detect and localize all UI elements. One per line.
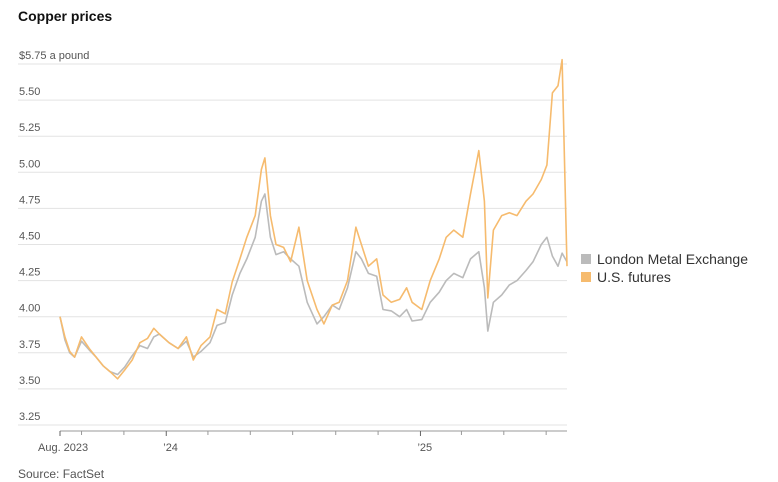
gridlines (18, 63, 567, 426)
y-tick-label: 4.25 (19, 267, 40, 279)
x-tick-label: ’24 (163, 442, 178, 454)
y-tick-label: 4.75 (19, 194, 40, 206)
y-tick-label: 4.50 (19, 231, 40, 243)
legend-swatch (581, 272, 591, 282)
legend-label: London Metal Exchange (597, 251, 748, 267)
series-line-us-futures (59, 58, 568, 380)
y-tick-label: 3.50 (19, 375, 40, 387)
y-tick-label: $5.75 a pound (19, 50, 89, 62)
y-tick-label: 5.25 (19, 122, 40, 134)
y-tick-label: 5.00 (19, 158, 40, 170)
series-line-lme (59, 193, 568, 376)
y-axis: $5.75 a pound 5.50 5.25 5.00 4.75 4.50 4.25 4.0… (19, 50, 89, 423)
legend-label: U.S. futures (597, 269, 671, 285)
source-note: Source: FactSet (18, 467, 105, 481)
legend: London Metal Exchange U.S. futures (581, 251, 748, 285)
y-tick-label: 3.75 (19, 339, 40, 351)
series-lines (59, 58, 568, 380)
x-tick-label: Aug. 2023 (38, 442, 88, 454)
chart-title: Copper prices (18, 8, 113, 24)
y-tick-label: 5.50 (19, 86, 40, 98)
y-tick-label: 3.25 (19, 411, 40, 423)
x-axis: Aug. 2023 ’24 ’25 (38, 430, 567, 454)
legend-swatch (581, 254, 591, 264)
x-tick-label: ’25 (417, 442, 432, 454)
y-tick-label: 4.00 (19, 303, 40, 315)
